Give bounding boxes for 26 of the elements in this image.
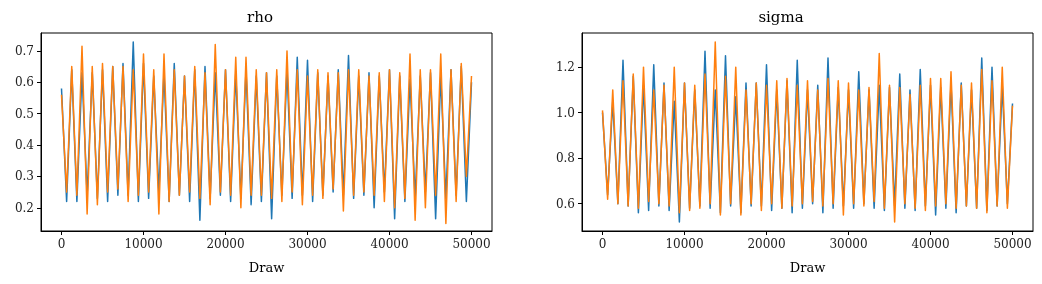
y-tick-label: 0.2 <box>14 200 34 215</box>
x-axis-title: Draw <box>789 260 826 275</box>
y-tick-label: 0.3 <box>14 169 34 184</box>
x-axis-title: Draw <box>248 260 285 275</box>
y-tick-label: 0.4 <box>14 138 35 153</box>
x-tick-label: 0 <box>57 237 66 251</box>
x-tick-label: 30000 <box>829 237 868 251</box>
x-tick-label: 50000 <box>452 237 491 251</box>
x-tick-label: 50000 <box>993 237 1032 251</box>
x-tick-label: 0 <box>598 237 607 251</box>
x-tick-label: 10000 <box>665 237 704 251</box>
x-tick-label: 10000 <box>124 237 163 251</box>
chart-title: sigma <box>758 7 804 26</box>
y-tick-label: 0.8 <box>555 151 575 166</box>
x-tick-label: 40000 <box>911 237 950 251</box>
chart-title: rho <box>247 7 273 26</box>
x-tick-label: 20000 <box>206 237 245 251</box>
x-tick-label: 30000 <box>288 237 327 251</box>
y-tick-label: 1.0 <box>555 105 575 120</box>
x-tick-label: 20000 <box>747 237 786 251</box>
y-tick-label: 1.2 <box>555 60 575 75</box>
y-tick-label: 0.7 <box>14 43 34 58</box>
x-tick-label: 40000 <box>370 237 409 251</box>
y-tick-label: 0.6 <box>555 196 575 211</box>
y-tick-label: 0.6 <box>14 75 34 90</box>
y-tick-label: 0.5 <box>14 106 34 121</box>
